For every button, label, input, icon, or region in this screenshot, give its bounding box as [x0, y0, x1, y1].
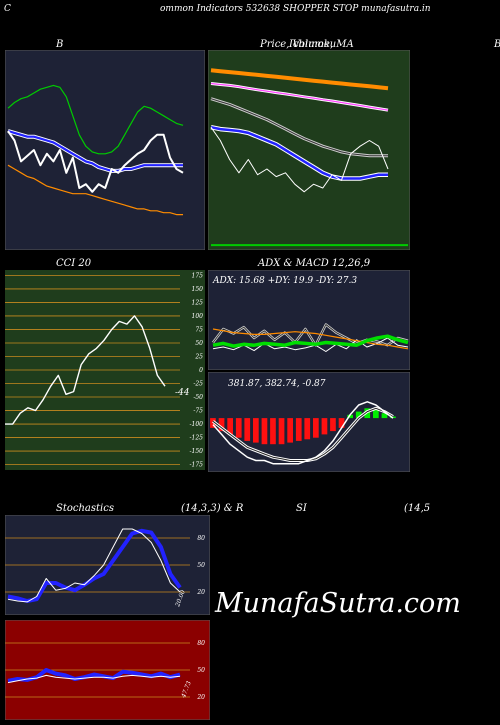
- adx-title: ADX & MACD 12,26,9: [258, 258, 371, 269]
- price-title: Price, Volume, MA: [260, 39, 354, 50]
- cci-tick-label: 50: [195, 340, 203, 347]
- stoch-title-mid: (14,3,3) & R: [181, 503, 244, 514]
- macd-histogram-bar: [373, 409, 379, 419]
- cci-tick-label: -100: [190, 421, 204, 428]
- bollinger-lower-line: [7, 164, 183, 216]
- macd-histogram-bar: [295, 418, 302, 441]
- adx-chart: ADX: 15.68 +DY: 19.9 -DY: 27.3: [208, 270, 410, 370]
- macd-histogram-bar: [304, 418, 311, 440]
- macd-histogram-bar: [227, 418, 233, 435]
- macd-histogram-bar: [218, 418, 225, 432]
- adx-green-line: [212, 334, 409, 348]
- stoch-tick-label: 80: [197, 535, 205, 542]
- price-chart: [208, 50, 410, 250]
- macd-histogram-bar: [261, 418, 268, 445]
- header-left-letter: C: [4, 4, 11, 14]
- macd-value-label: 381.87, 382.74, -0.87: [228, 379, 326, 389]
- bollinger-price-line: [7, 130, 184, 193]
- rsi-tick-label: 50: [197, 667, 205, 674]
- adx-value-label: ADX: 15.68 +DY: 19.9 -DY: 27.3: [212, 276, 357, 286]
- stoch-title-si: SI: [296, 503, 307, 514]
- cci-tick-label: -150: [190, 448, 204, 455]
- adx-line: [212, 328, 409, 350]
- price-close-line: [210, 126, 389, 193]
- adx-background: [208, 270, 410, 370]
- cci-tick-label: 175: [192, 272, 204, 279]
- stoch-white-line: [7, 528, 181, 603]
- cci-tick-label: 125: [192, 299, 204, 306]
- macd-histogram-bar: [347, 414, 353, 419]
- macd-histogram-bar: [355, 411, 362, 419]
- cci-tick-label: 25: [194, 353, 203, 360]
- rsi-blue-line: [7, 668, 181, 683]
- adx-minus-dy-line: [212, 324, 409, 346]
- macd-histogram-bar: [330, 418, 336, 432]
- price-ma-grey-line: [210, 98, 388, 157]
- price-background: [208, 50, 410, 250]
- cci-title: CCI 20: [56, 258, 92, 269]
- cci-tick-label: -75: [193, 408, 203, 415]
- cci-tick-label: -25: [193, 381, 203, 388]
- edge-title: B: [494, 39, 500, 50]
- bollinger-upper-line: [7, 84, 184, 155]
- cci-tick-label: 150: [192, 286, 204, 293]
- page-title: ommon Indicators 532638 SHOPPER STOP mun…: [160, 4, 431, 14]
- macd-histogram-bar: [278, 418, 285, 445]
- bollinger-middle-line: [7, 129, 183, 173]
- cci-line: [5, 315, 166, 425]
- cci-tick-label: -125: [190, 435, 204, 442]
- cci-tick-label: -175: [190, 462, 204, 469]
- cci-tick-label: 100: [192, 313, 204, 320]
- macd-histogram-bar: [253, 418, 259, 443]
- price-ma-blue-line: [210, 125, 388, 180]
- price-ma-orange-line: [210, 68, 389, 91]
- stoch-title-left: Stochastics: [56, 503, 114, 514]
- stoch-tick-label: 20: [196, 589, 205, 596]
- rsi-white-line: [7, 674, 181, 684]
- bb-title: B: [56, 39, 64, 50]
- price-title-overlap: Ichimoku: [289, 39, 337, 50]
- macd-histogram-bar: [270, 418, 276, 445]
- cci-chart: 175 150 125 100 75 50 25 0 -25 -50 -75 -100 -125 -150…: [5, 270, 205, 470]
- macd-histogram-bar: [235, 418, 242, 438]
- cci-tick-label: 75: [195, 326, 203, 333]
- stoch-tick-label: 50: [197, 562, 205, 569]
- bollinger-chart: [5, 50, 205, 250]
- macd-signal-line: [212, 407, 394, 461]
- macd-chart: 381.87, 382.74, -0.87: [208, 372, 410, 472]
- macd-histogram-bar: [287, 418, 293, 443]
- macd-line: [212, 401, 394, 465]
- bollinger-background: [5, 50, 205, 250]
- price-ma-magenta-line: [210, 82, 389, 111]
- cci-tick-label: 0: [199, 367, 203, 374]
- rsi-tick-label: 20: [196, 694, 205, 701]
- macd-histogram-bar: [313, 418, 319, 438]
- macd-histogram-bar: [244, 418, 251, 441]
- stoch-blue-line: [7, 528, 182, 603]
- macd-histogram-bar: [321, 418, 328, 435]
- stoch-title-right: (14,5: [404, 503, 431, 514]
- macd-histogram-bar: [338, 418, 345, 428]
- watermark: MunafaSutra.com: [215, 588, 461, 619]
- macd-histogram-bar: [381, 413, 388, 419]
- rsi-tick-label: 80: [197, 640, 205, 647]
- cci-value-label: -44: [175, 388, 190, 398]
- cci-tick-label: -50: [193, 394, 203, 401]
